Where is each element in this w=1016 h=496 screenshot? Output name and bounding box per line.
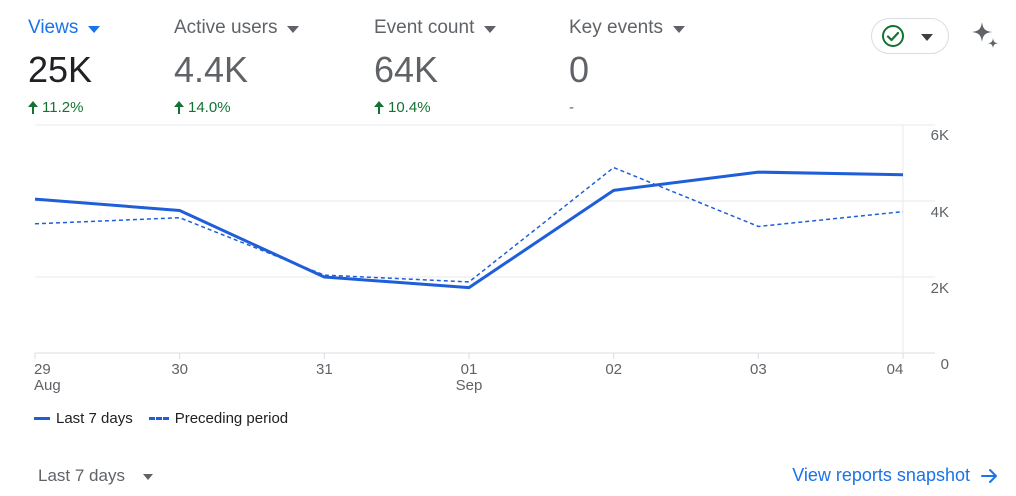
x-tick-label: 03: [750, 361, 767, 378]
x-tick-label: 01: [461, 361, 478, 378]
x-month-label: Sep: [456, 377, 483, 394]
caret-down-icon: [921, 33, 933, 41]
chart-legend: Last 7 days Preceding period: [34, 410, 304, 427]
view-reports-snapshot-link[interactable]: View reports snapshot: [792, 465, 1000, 486]
metric-views-change: 11.2%: [28, 98, 100, 116]
caret-down-icon: [142, 474, 153, 480]
metric-active-users[interactable]: Active users 4.4K 14.0%: [174, 14, 300, 116]
y-tick-label: 2K: [931, 280, 949, 297]
caret-down-icon: [287, 25, 300, 33]
date-range-dropdown[interactable]: Last 7 days: [38, 466, 153, 486]
x-tick-label: 29: [34, 361, 51, 378]
arrow-right-icon: [981, 468, 997, 483]
status-dropdown-button[interactable]: [871, 18, 949, 54]
arrow-up-icon: [28, 100, 38, 114]
arrow-up-icon: [374, 100, 384, 114]
metric-active-users-value: 4.4K: [174, 49, 249, 90]
arrow-up-icon: [174, 100, 184, 114]
sparkle-icon[interactable]: [968, 18, 1002, 52]
series-line-preceding-period: [34, 166, 904, 283]
check-circle-icon: [882, 25, 904, 47]
series-line-last-7-days: [34, 170, 904, 290]
metric-key-events-label[interactable]: Key events: [569, 14, 685, 42]
metric-event-count-change: 10.4%: [374, 98, 496, 116]
caret-down-icon: [673, 25, 685, 33]
legend-item-series-2: Preceding period: [148, 410, 288, 427]
metric-event-count[interactable]: Event count 64K 10.4%: [374, 14, 497, 116]
metric-active-users-change: 14.0%: [174, 98, 299, 116]
y-tick-label: 0: [941, 356, 949, 373]
metric-event-count-label[interactable]: Event count: [374, 14, 497, 42]
metric-key-events[interactable]: Key events 0 -: [569, 14, 685, 116]
legend-swatch-solid: [34, 417, 50, 420]
x-month-label: Aug: [34, 377, 61, 394]
y-tick-label: 4K: [931, 204, 949, 221]
legend-swatch-dashed: [148, 417, 169, 420]
caret-down-icon: [88, 25, 101, 33]
x-tick-label: 30: [171, 361, 188, 378]
x-tick-label: 04: [887, 361, 904, 378]
caret-down-icon: [484, 25, 497, 33]
x-tick-label: 31: [316, 361, 333, 378]
metric-views-label[interactable]: Views: [28, 14, 101, 42]
x-tick-label: 02: [605, 361, 622, 378]
metric-active-users-label[interactable]: Active users: [174, 14, 300, 42]
metric-event-count-value: 64K: [374, 49, 439, 90]
metric-views-value: 25K: [28, 49, 93, 90]
y-tick-label: 6K: [931, 127, 949, 144]
metric-views[interactable]: Views 25K 11.2%: [28, 14, 101, 116]
metric-key-events-value: 0: [569, 49, 590, 90]
metric-key-events-change: -: [569, 98, 574, 116]
legend-item-series-1: Last 7 days: [34, 410, 133, 427]
